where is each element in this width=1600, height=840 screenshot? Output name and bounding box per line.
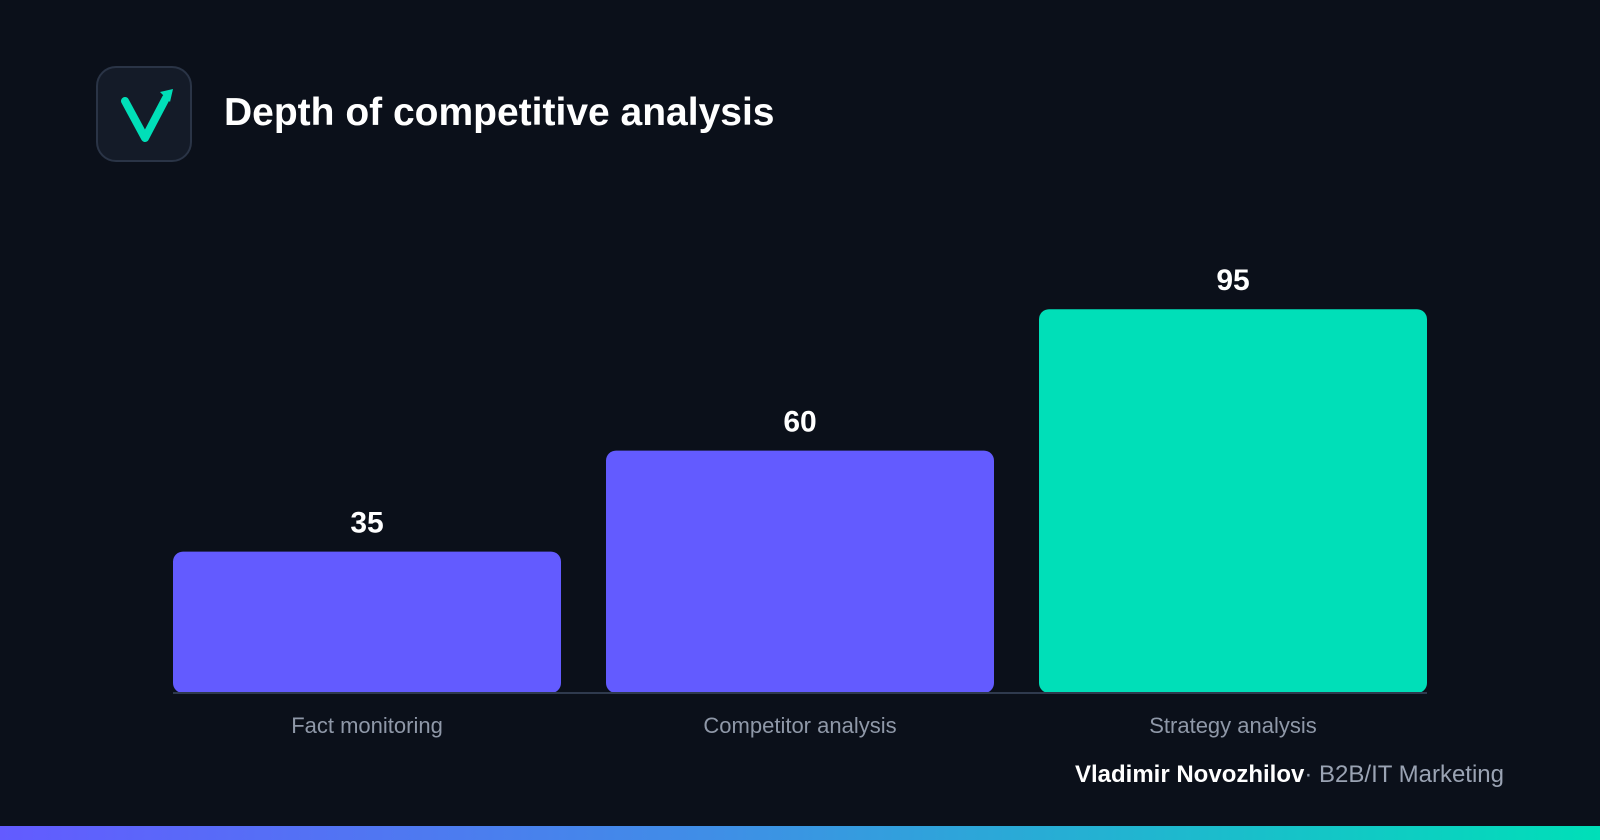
- logo: [96, 66, 192, 162]
- page-title: Depth of competitive analysis: [224, 91, 775, 134]
- check-arrow-icon: [121, 89, 173, 142]
- data-label: 35: [350, 507, 383, 540]
- x-tick-label: Strategy analysis: [1149, 713, 1317, 738]
- bar-chart: 35 Fact monitoring 60 Competitor analysis 95…: [173, 264, 1427, 738]
- credit-separator: ·: [1304, 761, 1313, 788]
- author-name: Vladimir Novozhilov: [1074, 761, 1305, 788]
- bar-strategy-analysis: [1039, 309, 1427, 693]
- x-tick-label: Fact monitoring: [291, 713, 443, 738]
- x-tick-label: Competitor analysis: [703, 713, 896, 738]
- bottom-gradient-stripe: [0, 826, 1600, 840]
- bar-fact-monitoring: [173, 551, 561, 693]
- footer-credit: Vladimir Novozhilov· B2B/IT Marketing: [1075, 760, 1504, 790]
- bar-competitor-analysis: [606, 450, 994, 693]
- author-role: B2B/IT Marketing: [1319, 761, 1504, 788]
- data-label: 60: [783, 406, 816, 439]
- data-label: 95: [1216, 264, 1249, 297]
